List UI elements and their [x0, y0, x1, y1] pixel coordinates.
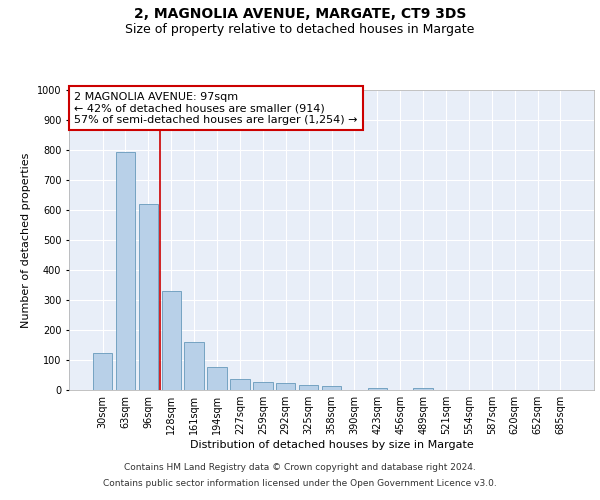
Bar	[161, 291, 181, 390]
X-axis label: Distribution of detached houses by size in Margate: Distribution of detached houses by size …	[190, 440, 473, 450]
Text: 2 MAGNOLIA AVENUE: 97sqm
← 42% of detached houses are smaller (914)
57% of semi-: 2 MAGNOLIA AVENUE: 97sqm ← 42% of detach…	[74, 92, 358, 124]
Bar	[116, 152, 135, 390]
Bar	[413, 388, 433, 390]
Bar	[276, 382, 295, 390]
Bar	[230, 379, 250, 390]
Bar	[299, 384, 319, 390]
Text: 2, MAGNOLIA AVENUE, MARGATE, CT9 3DS: 2, MAGNOLIA AVENUE, MARGATE, CT9 3DS	[134, 8, 466, 22]
Text: Contains public sector information licensed under the Open Government Licence v3: Contains public sector information licen…	[103, 478, 497, 488]
Bar	[208, 366, 227, 390]
Text: Contains HM Land Registry data © Crown copyright and database right 2024.: Contains HM Land Registry data © Crown c…	[124, 464, 476, 472]
Bar	[322, 386, 341, 390]
Bar	[184, 342, 204, 390]
Bar	[253, 382, 272, 390]
Bar	[139, 204, 158, 390]
Y-axis label: Number of detached properties: Number of detached properties	[22, 152, 31, 328]
Bar	[93, 354, 112, 390]
Bar	[368, 388, 387, 390]
Text: Size of property relative to detached houses in Margate: Size of property relative to detached ho…	[125, 22, 475, 36]
